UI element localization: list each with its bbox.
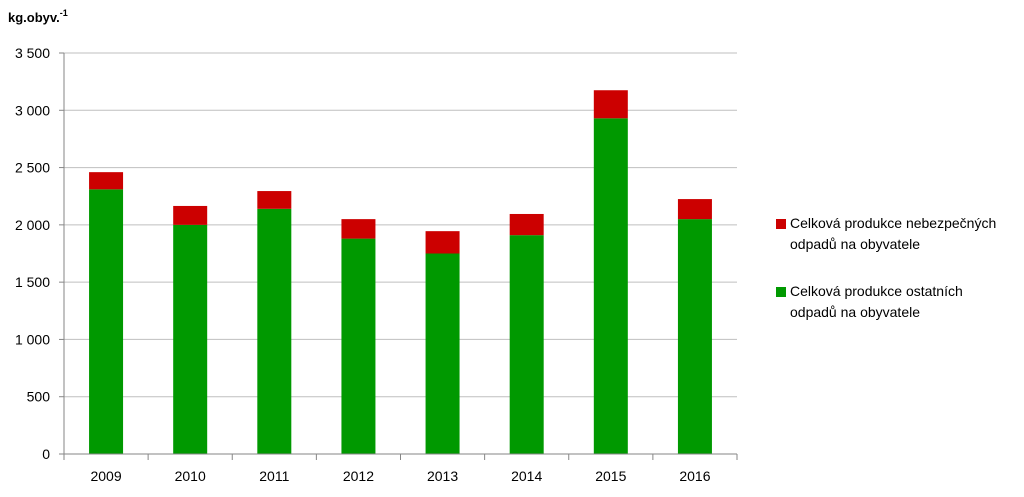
y-tick-label: 2 000 xyxy=(15,217,50,233)
bar-segment xyxy=(341,238,376,454)
bar-segment xyxy=(425,231,460,254)
y-tick-label: 2 500 xyxy=(15,160,50,176)
x-tick-label: 2011 xyxy=(259,468,289,484)
bar-segment xyxy=(593,118,628,454)
x-tick-label: 2015 xyxy=(595,468,626,484)
legend-label: Celková produkce ostatních xyxy=(790,283,963,299)
bar-segment xyxy=(89,172,124,190)
x-tick-label: 2016 xyxy=(679,468,710,484)
bar-segment xyxy=(173,224,208,454)
y-axis-unit-text: kg.obyv. xyxy=(8,10,60,25)
x-tick-label: 2010 xyxy=(175,468,206,484)
bar-segment xyxy=(257,208,292,454)
y-axis-unit-superscript: -1 xyxy=(60,8,68,18)
x-tick-label: 2013 xyxy=(427,468,458,484)
x-tick-label: 2009 xyxy=(90,468,121,484)
x-tick-labels: 2009 2010 2011 2012 2013 2014 2015 2016 xyxy=(90,468,710,484)
y-axis-unit-label: kg.obyv.-1 xyxy=(8,8,68,25)
x-tick-label: 2012 xyxy=(343,468,374,484)
legend-label: Celková produkce nebezpečných xyxy=(790,215,996,231)
y-tick-label: 0 xyxy=(42,446,50,462)
legend-label: odpadů na obyvatele xyxy=(790,236,920,252)
y-tick-labels: 0 500 1 000 1 500 2 000 2 500 3 000 3 500 xyxy=(15,45,50,462)
bar-segment xyxy=(677,219,712,454)
bars xyxy=(89,90,712,454)
y-tick-label: 1 000 xyxy=(15,331,50,347)
y-tick-label: 3 500 xyxy=(15,45,50,61)
bar-segment xyxy=(593,90,628,119)
axes xyxy=(59,52,738,460)
bar-segment xyxy=(173,205,208,225)
x-tick-label: 2014 xyxy=(511,468,542,484)
legend-label: odpadů na obyvatele xyxy=(790,304,920,320)
bar-segment xyxy=(509,235,544,454)
bar-segment xyxy=(89,189,124,454)
bar-segment xyxy=(341,219,376,239)
legend-swatch xyxy=(776,287,786,297)
bar-segment xyxy=(425,253,460,454)
legend-swatch xyxy=(776,219,786,229)
y-tick-label: 3 000 xyxy=(15,102,50,118)
y-tick-label: 1 500 xyxy=(15,274,50,290)
bar-segment xyxy=(509,213,544,236)
y-tick-label: 500 xyxy=(27,389,51,405)
bar-segment xyxy=(257,191,292,209)
bar-segment xyxy=(677,199,712,220)
gridlines xyxy=(64,52,737,398)
legend: Celková produkce nebezpečných odpadů na o… xyxy=(776,215,996,320)
